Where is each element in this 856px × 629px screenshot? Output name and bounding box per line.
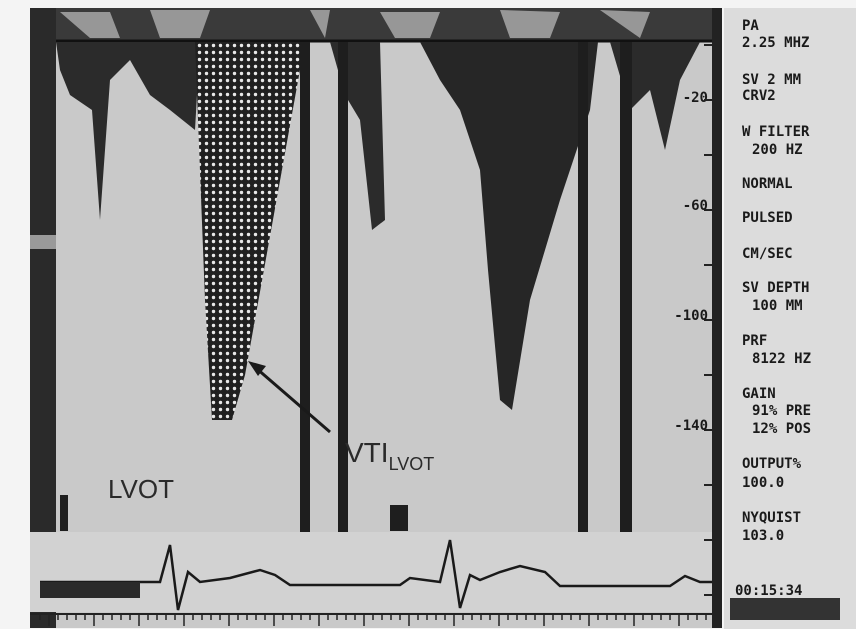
clock-bg xyxy=(730,598,840,620)
setting-text: NYQUIST xyxy=(742,510,801,526)
artifact xyxy=(578,42,588,532)
vti-subscript: LVOT xyxy=(389,454,435,474)
scale-label: -100 xyxy=(674,308,708,324)
doppler-screen: -20 -60 -100 -140 PA2.25 MHZ SV 2 MMCRV2 W FI… xyxy=(0,0,856,629)
setting-text: W FILTER xyxy=(742,124,810,140)
setting-text: OUTPUT% xyxy=(742,456,802,472)
setting-text: 12% POS xyxy=(752,421,811,437)
artifact xyxy=(60,495,68,531)
setting-text: SV DEPTH xyxy=(742,280,809,296)
setting-text: CRV2 xyxy=(742,88,776,104)
setting-text: 2.25 MHZ xyxy=(742,35,809,51)
setting-text: PRF xyxy=(742,333,767,349)
artifact xyxy=(300,42,310,532)
vti-main: VTI xyxy=(345,437,389,468)
setting-text: 100 MM xyxy=(752,298,803,314)
left-marker xyxy=(30,235,56,249)
scale-bar xyxy=(712,8,722,628)
scale-label: -20 xyxy=(683,90,708,106)
setting-text: PA xyxy=(742,18,759,34)
setting-text: 200 HZ xyxy=(752,142,803,158)
clock: 00:15:34 xyxy=(735,583,802,599)
setting-text: SV 2 MM xyxy=(742,72,801,88)
ecg-area xyxy=(30,532,712,612)
setting-text: 103.0 xyxy=(742,528,784,544)
setting-text: GAIN xyxy=(742,386,776,402)
setting-text: 91% PRE xyxy=(752,403,811,419)
setting-text: NORMAL xyxy=(742,176,793,192)
setting-text: CM/SEC xyxy=(742,246,793,262)
page: {"scale_labels": ["-20", "-60", "-100", … xyxy=(0,0,856,629)
setting-text: PULSED xyxy=(742,210,793,226)
setting-text: 100.0 xyxy=(742,475,784,491)
scale-label: -140 xyxy=(674,418,708,434)
artifact xyxy=(390,505,408,531)
region-label: LVOT xyxy=(108,474,174,504)
setting-text: 8122 HZ xyxy=(752,351,811,367)
scale-label: -60 xyxy=(683,198,708,214)
artifact xyxy=(620,42,632,532)
ecg-marker xyxy=(40,582,140,598)
